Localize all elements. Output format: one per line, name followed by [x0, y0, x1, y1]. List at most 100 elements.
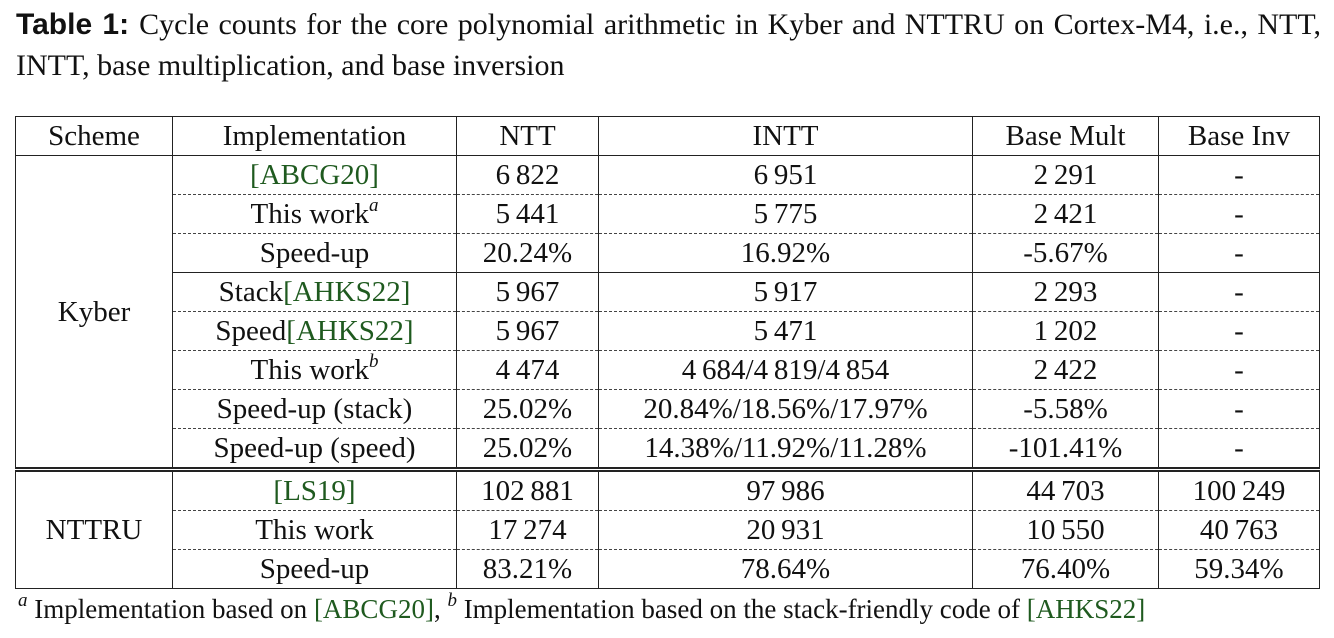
scheme-cell: Kyber: [15, 155, 173, 472]
text: Speed-up: [259, 237, 370, 269]
table-row: Speed-up 83.21% 78.64% 76.40% 59.34%: [16, 549, 1320, 589]
table-row: Stack[AHKS22] 5 967 5 917 2 293-: [16, 272, 1320, 312]
value-cell: 5 917: [598, 272, 973, 312]
value-cell: 76.40%: [972, 549, 1159, 589]
footnote: a Implementation based on [ABCG20], b Im…: [18, 591, 1146, 625]
table-row: This worka 5 441 5 775 2 421-: [16, 194, 1320, 234]
value-cell: 5 441: [456, 194, 599, 234]
value-cell: 2 421: [972, 194, 1159, 234]
value-cell: 44 703: [972, 469, 1159, 511]
value-cell: -: [1158, 311, 1320, 351]
value-cell: 83.21%: [456, 549, 599, 589]
value-cell: -: [1158, 155, 1320, 195]
value-cell: 4 684/4 819/4 854: [598, 350, 973, 390]
implementation-cell: Stack[AHKS22]: [172, 272, 457, 312]
value-cell: 102 881: [456, 469, 599, 511]
value-cell: 78.64%: [598, 549, 973, 589]
value-cell: 20 931: [598, 510, 973, 550]
table-row: Speed-up (speed) 25.02% 14.38%/11.92%/11.2…: [16, 428, 1320, 472]
value-cell: -: [1158, 350, 1320, 390]
value-cell: -: [1158, 272, 1320, 312]
implementation-cell: Speed[AHKS22]: [172, 311, 457, 351]
value-cell: 16.92%: [598, 233, 973, 273]
table-row: Speed-up (stack) 25.02% 20.84%/18.56%/17.9…: [16, 389, 1320, 429]
implementation-cell: Speed-up: [172, 549, 457, 589]
citation: [ABCG20]: [250, 159, 379, 191]
superscript: a: [368, 195, 379, 216]
value-cell: 5 967: [456, 311, 599, 351]
text: This work: [250, 354, 369, 386]
value-cell: -: [1158, 194, 1320, 234]
implementation-cell: Speed-up (speed): [172, 428, 457, 472]
text: Speed-up: [259, 553, 370, 585]
table-row: This work 17 274 20 931 10 550 40 763: [16, 510, 1320, 550]
value-cell: -5.67%: [972, 233, 1159, 273]
value-cell: 100 249: [1158, 469, 1320, 511]
header-cell: Base Mult: [972, 116, 1159, 156]
caption: Table 1: Cycle counts for the core polyno…: [16, 4, 1321, 86]
implementation-cell: Speed-up (stack): [172, 389, 457, 429]
value-cell: 25.02%: [456, 389, 599, 429]
text: Speed-up (speed): [213, 432, 416, 464]
text: Stack: [218, 276, 284, 308]
value-cell: 10 550: [972, 510, 1159, 550]
implementation-cell: [ABCG20]: [172, 155, 457, 195]
superscript: a: [18, 590, 28, 611]
implementation-cell: Speed-up: [172, 233, 457, 273]
value-cell: 25.02%: [456, 428, 599, 472]
table-row: Speed[AHKS22] 5 967 5 471 1 202-: [16, 311, 1320, 351]
value-cell: 2 291: [972, 155, 1159, 195]
header-cell: Base Inv: [1158, 116, 1320, 156]
value-cell: 2 293: [972, 272, 1159, 312]
citation: [LS19]: [273, 475, 356, 507]
value-cell: 1 202: [972, 311, 1159, 351]
value-cell: -5.58%: [972, 389, 1159, 429]
text: Speed-up (stack): [216, 393, 413, 425]
caption-label: Table 1:: [16, 8, 130, 41]
scheme-cell: NTTRU: [15, 469, 173, 589]
citation: [AHKS22]: [283, 276, 411, 308]
value-cell: 5 471: [598, 311, 973, 351]
implementation-cell: This workb: [172, 350, 457, 390]
header-cell: Implementation: [172, 116, 457, 156]
table-row: NTTRU [LS19] 102 881 97 986 44 703 100 249: [15, 469, 1320, 589]
caption-text: Cycle counts for the core polynomial ari…: [16, 8, 1321, 82]
value-cell: 4 474: [456, 350, 599, 390]
value-cell: -: [1158, 233, 1320, 273]
header-cell: INTT: [598, 116, 973, 156]
value-cell: 2 422: [972, 350, 1159, 390]
table-row: This workb 4 474 4 684/4 819/4 854 2 422-: [16, 350, 1320, 390]
value-cell: 97 986: [598, 469, 973, 511]
table: Scheme Implementation NTT INTT Base Mult Base…: [15, 116, 1320, 589]
implementation-cell: This worka: [172, 194, 457, 234]
value-cell: 6 822: [456, 155, 599, 195]
header-cell: Scheme: [15, 116, 173, 156]
value-cell: 59.34%: [1158, 549, 1320, 589]
value-cell: -: [1158, 428, 1320, 472]
citation: [ABCG20]: [313, 594, 434, 624]
superscript: b: [447, 590, 457, 611]
citation: [AHKS22]: [1026, 594, 1146, 624]
value-cell: 6 951: [598, 155, 973, 195]
value-cell: 5 967: [456, 272, 599, 312]
implementation-cell: This work: [172, 510, 457, 550]
text: This work: [250, 198, 369, 230]
text: Implementation based on: [27, 594, 314, 624]
value-cell: 40 763: [1158, 510, 1320, 550]
value-cell: 20.84%/18.56%/17.97%: [598, 389, 973, 429]
table-row: Kyber [ABCG20] 6 822 6 951 2 291-: [15, 155, 1320, 472]
value-cell: -: [1158, 389, 1320, 429]
text: Implementation based on the stack-friend…: [456, 594, 1027, 624]
table-row: Speed-up 20.24% 16.92% -5.67% -: [16, 233, 1320, 273]
value-cell: -101.41%: [972, 428, 1159, 472]
value-cell: 17 274: [456, 510, 599, 550]
header-row: Scheme Implementation NTT INTT Base Mult Base…: [15, 116, 1320, 156]
text: This work: [255, 514, 374, 546]
implementation-cell: [LS19]: [172, 469, 457, 511]
citation: [AHKS22]: [286, 315, 414, 347]
header-cell: NTT: [456, 116, 599, 156]
text: ,: [433, 594, 448, 624]
value-cell: 14.38%/11.92%/11.28%: [598, 428, 973, 472]
value-cell: 5 775: [598, 194, 973, 234]
